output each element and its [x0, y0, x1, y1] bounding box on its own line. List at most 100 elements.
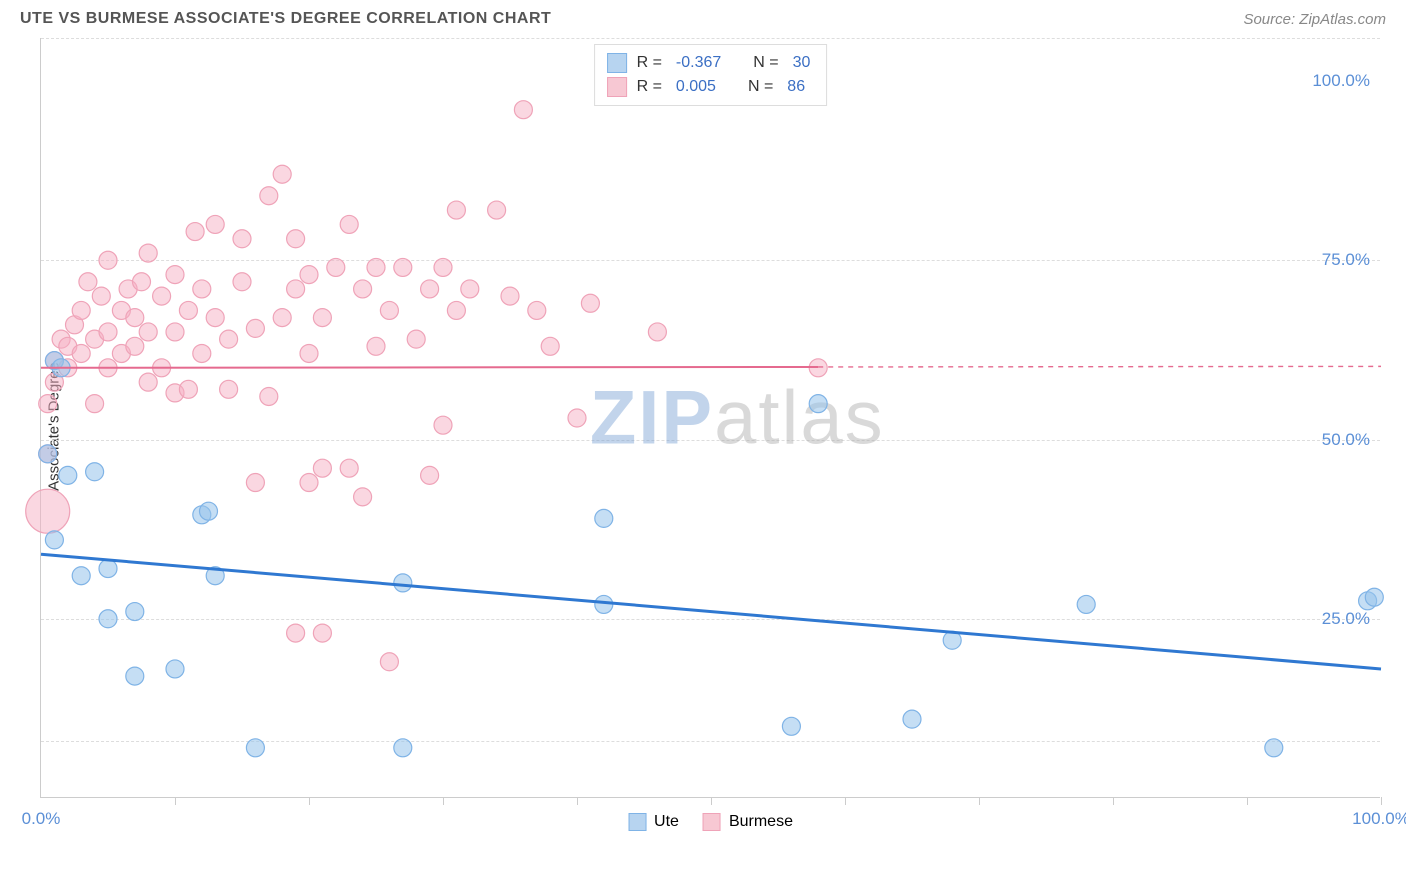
- scatter-point: [1077, 595, 1095, 613]
- scatter-point: [367, 258, 385, 276]
- scatter-point: [233, 273, 251, 291]
- legend-n-label: N =: [753, 54, 778, 72]
- scatter-point: [246, 319, 264, 337]
- legend-item: Burmese: [703, 813, 793, 831]
- x-tick: [711, 797, 712, 805]
- scatter-point: [581, 294, 599, 312]
- scatter-point: [380, 301, 398, 319]
- scatter-point: [394, 258, 412, 276]
- legend-n-value: 30: [789, 54, 815, 72]
- scatter-point: [86, 463, 104, 481]
- scatter-point: [39, 445, 57, 463]
- scatter-point: [313, 309, 331, 327]
- x-tick: [175, 797, 176, 805]
- scatter-point: [99, 560, 117, 578]
- scatter-point: [179, 380, 197, 398]
- scatter-point: [99, 323, 117, 341]
- scatter-point: [287, 280, 305, 298]
- scatter-point: [782, 717, 800, 735]
- scatter-point: [541, 337, 559, 355]
- scatter-point: [421, 466, 439, 484]
- scatter-point: [340, 215, 358, 233]
- trend-line-dashed: [818, 366, 1381, 367]
- legend-row: R =-0.367N =30: [607, 51, 815, 75]
- scatter-point: [166, 266, 184, 284]
- scatter-point: [45, 531, 63, 549]
- scatter-point: [380, 653, 398, 671]
- scatter-point: [39, 395, 57, 413]
- scatter-point: [313, 459, 331, 477]
- legend-n-label: N =: [748, 78, 773, 96]
- scatter-point: [139, 244, 157, 262]
- scatter-point: [193, 280, 211, 298]
- x-tick-label: 100.0%: [1352, 809, 1406, 829]
- chart-title: UTE VS BURMESE ASSOCIATE'S DEGREE CORREL…: [20, 10, 551, 28]
- x-tick: [1113, 797, 1114, 805]
- scatter-point: [139, 323, 157, 341]
- scatter-layer: [41, 38, 1380, 797]
- scatter-point: [394, 574, 412, 592]
- scatter-point: [139, 373, 157, 391]
- legend-n-value: 86: [783, 78, 809, 96]
- scatter-point: [354, 488, 372, 506]
- scatter-point: [179, 301, 197, 319]
- scatter-point: [246, 474, 264, 492]
- legend-series: Ute Burmese: [628, 813, 793, 831]
- scatter-point: [126, 309, 144, 327]
- legend-correlation: R =-0.367N =30R =0.005N =86: [594, 44, 828, 106]
- scatter-point: [488, 201, 506, 219]
- scatter-point: [59, 466, 77, 484]
- scatter-point: [260, 387, 278, 405]
- scatter-point: [220, 380, 238, 398]
- scatter-point: [313, 624, 331, 642]
- scatter-point: [300, 344, 318, 362]
- scatter-point: [421, 280, 439, 298]
- scatter-point: [99, 610, 117, 628]
- legend-label: Burmese: [729, 813, 793, 831]
- scatter-point: [126, 337, 144, 355]
- scatter-point: [72, 301, 90, 319]
- x-tick: [309, 797, 310, 805]
- scatter-point: [595, 509, 613, 527]
- scatter-point: [340, 459, 358, 477]
- scatter-point: [514, 101, 532, 119]
- scatter-point: [200, 502, 218, 520]
- scatter-point: [300, 266, 318, 284]
- scatter-point: [166, 323, 184, 341]
- scatter-point: [367, 337, 385, 355]
- chart-header: UTE VS BURMESE ASSOCIATE'S DEGREE CORREL…: [0, 0, 1406, 34]
- x-tick: [577, 797, 578, 805]
- scatter-point: [394, 739, 412, 757]
- scatter-point: [528, 301, 546, 319]
- scatter-point: [287, 230, 305, 248]
- scatter-point: [273, 309, 291, 327]
- scatter-point: [126, 603, 144, 621]
- x-tick: [1381, 797, 1382, 805]
- scatter-point: [327, 258, 345, 276]
- legend-row: R =0.005N =86: [607, 75, 815, 99]
- scatter-point: [501, 287, 519, 305]
- chart-wrap: Associate's Degree ZIPatlas R =-0.367N =…: [40, 38, 1396, 798]
- legend-swatch: [628, 813, 646, 831]
- scatter-point: [903, 710, 921, 728]
- scatter-point: [166, 660, 184, 678]
- scatter-point: [99, 251, 117, 269]
- scatter-point: [354, 280, 372, 298]
- trend-line: [41, 367, 818, 368]
- scatter-point: [447, 301, 465, 319]
- legend-label: Ute: [654, 813, 679, 831]
- legend-r-label: R =: [637, 78, 662, 96]
- scatter-point: [273, 165, 291, 183]
- scatter-point: [26, 489, 70, 533]
- scatter-point: [260, 187, 278, 205]
- scatter-point: [648, 323, 666, 341]
- scatter-point: [186, 223, 204, 241]
- scatter-point: [206, 309, 224, 327]
- legend-r-value: -0.367: [672, 54, 725, 72]
- scatter-point: [246, 739, 264, 757]
- x-tick: [845, 797, 846, 805]
- scatter-point: [434, 416, 452, 434]
- x-tick: [443, 797, 444, 805]
- scatter-point: [1265, 739, 1283, 757]
- x-tick: [1247, 797, 1248, 805]
